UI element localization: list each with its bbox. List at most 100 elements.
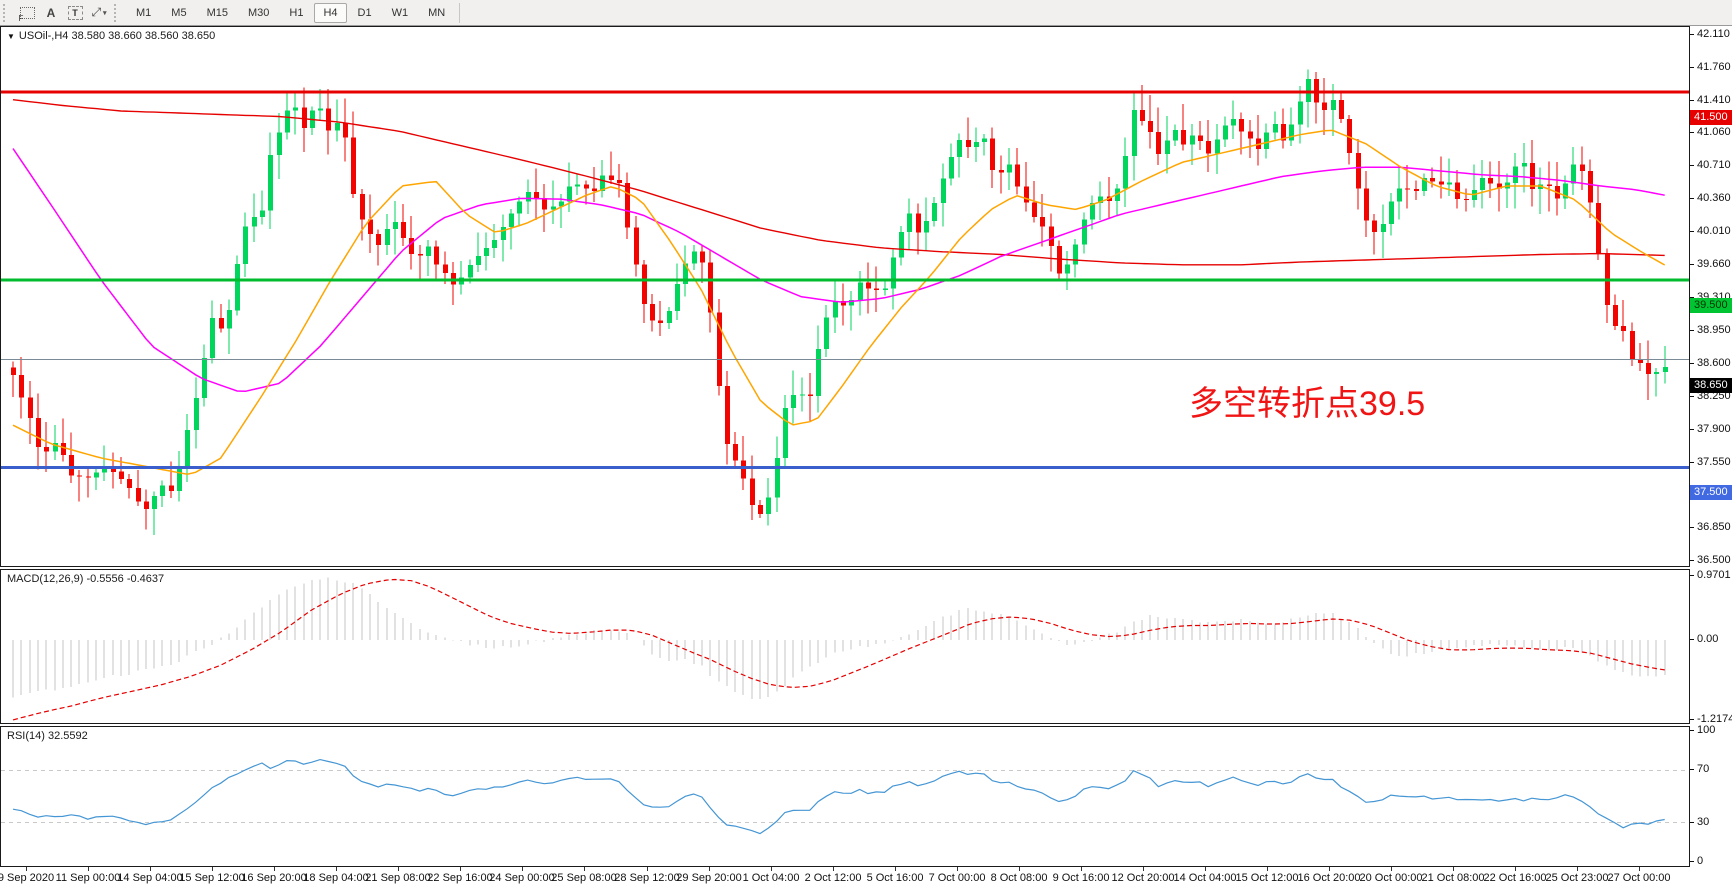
macd-label: MACD(12,26,9) -0.5556 -0.4637 [7, 573, 165, 585]
price-tick-label: 36.850 [1697, 521, 1731, 533]
scale-tick [1690, 330, 1694, 331]
timeframe-button-d1[interactable]: D1 [357, 6, 372, 19]
time-label: 8 Oct 08:00 [990, 872, 1048, 884]
main-chart-canvas[interactable]: 多空转折点39.5 [1, 27, 1689, 566]
time-label: 9 Sep 2020 [0, 872, 55, 884]
time-label: 25 Sep 08:00 [551, 872, 617, 884]
price-tick-label: 40.010 [1697, 225, 1731, 237]
arrows-objects-icon[interactable]: ⤢ ▾ [91, 5, 107, 19]
scale-tick [1690, 363, 1694, 364]
macd-panel[interactable]: MACD(12,26,9) -0.5556 -0.4637 [0, 569, 1690, 724]
scale-tick [1690, 264, 1694, 265]
scale-tick [1690, 575, 1694, 576]
time-label: 25 Oct 23:00 [1545, 872, 1609, 884]
timeframe-button-h1[interactable]: H1 [289, 6, 304, 19]
time-tick [1577, 867, 1578, 871]
scale-tick [1690, 297, 1694, 298]
time-label: 16 Sep 20:00 [241, 872, 307, 884]
rsi-canvas[interactable] [1, 727, 1689, 866]
time-label: 15 Oct 12:00 [1235, 872, 1299, 884]
price-tick-label: 42.110 [1697, 28, 1730, 40]
timeframe-group: M1 M5 M15 M30 H1 H4 D1 W1 MN [126, 2, 455, 23]
rsi-label: RSI(14) 32.5592 [7, 730, 88, 742]
timeframe-button-m30[interactable]: M30 [247, 6, 270, 19]
time-axis[interactable]: 9 Sep 2020 11 Sep 00:00 14 Sep 04:00 15 Sep… [0, 867, 1690, 889]
rsi-tick-label: 100 [1697, 724, 1716, 736]
scale-tick [1690, 429, 1694, 430]
macd-tick-label: 0.9701 [1697, 569, 1731, 581]
time-label: 15 Sep 12:00 [179, 872, 245, 884]
rsi-panel[interactable]: RSI(14) 32.5592 [0, 726, 1690, 867]
scale-tick [1690, 100, 1694, 101]
time-label: 20 Oct 00:00 [1359, 872, 1423, 884]
toolbar-grip[interactable] [114, 3, 123, 22]
time-tick [647, 867, 648, 871]
time-tick [1267, 867, 1268, 871]
time-label: 27 Oct 00:00 [1607, 872, 1671, 884]
toolbar-grip[interactable] [3, 3, 12, 22]
time-label: 22 Oct 16:00 [1483, 872, 1547, 884]
rsi-tick-label: 30 [1697, 816, 1710, 828]
timeframe-button-m1[interactable]: M1 [136, 6, 152, 19]
time-tick [1205, 867, 1206, 871]
time-label: 28 Sep 12:00 [614, 872, 680, 884]
toolbar: F A T ⤢ ▾ M1 M5 M15 M30 H1 H4 D1 W1 MN [0, 0, 1732, 26]
timeframe-button-m5[interactable]: M5 [171, 6, 187, 19]
timeframe-button-mn[interactable]: MN [428, 6, 446, 19]
annotation-text: 多空转折点39.5 [1189, 385, 1425, 423]
timeframe-button-h4[interactable]: H4 [314, 2, 347, 23]
price-tick-label: 37.550 [1697, 456, 1731, 468]
time-tick [460, 867, 461, 871]
macd-signal-line [12, 578, 1665, 721]
price-tick-label: 38.250 [1697, 390, 1731, 402]
time-tick [1081, 867, 1082, 871]
price-tick-label: 37.900 [1697, 423, 1731, 435]
main-chart-panel[interactable]: ▼ USOil-,H4 38.580 38.660 38.560 38.650 … [0, 26, 1690, 567]
rsi-line [12, 758, 1665, 835]
current-price-line-price-label: 38.650 [1690, 378, 1732, 393]
time-tick [1019, 867, 1020, 871]
time-label: 2 Oct 12:00 [804, 872, 862, 884]
rsi-tick-label: 70 [1697, 763, 1710, 775]
scale-tick [1690, 231, 1694, 232]
timeframe-button-m15[interactable]: M15 [206, 6, 228, 19]
scale-tick [1690, 462, 1694, 463]
macd-tick-label: 0.00 [1697, 633, 1719, 645]
dotted-frame-f-icon[interactable]: F [16, 3, 38, 23]
timeframe-button-w1[interactable]: W1 [391, 6, 409, 19]
scale-tick [1690, 165, 1694, 166]
time-tick [771, 867, 772, 871]
macd-canvas[interactable] [1, 570, 1689, 723]
text-label-icon[interactable]: T [64, 3, 86, 23]
time-label: 21 Oct 08:00 [1421, 872, 1485, 884]
price-tick-label: 40.360 [1697, 192, 1731, 204]
time-label: 12 Oct 20:00 [1111, 872, 1175, 884]
price-tick-label: 38.950 [1697, 324, 1731, 336]
scale-tick [1690, 527, 1694, 528]
time-label: 22 Sep 16:00 [427, 872, 493, 884]
scale-tick [1690, 822, 1694, 823]
ma-medium-magenta [12, 148, 1665, 393]
time-label: 5 Oct 16:00 [866, 872, 924, 884]
price-tick-label: 39.660 [1697, 258, 1731, 270]
scale-tick [1690, 34, 1694, 35]
scale-tick [1690, 132, 1694, 133]
time-label: 24 Sep 00:00 [489, 872, 555, 884]
time-label: 11 Sep 00:00 [55, 872, 121, 884]
ma-fast-orange [12, 129, 1666, 475]
time-tick [336, 867, 337, 871]
price-tick-label: 41.060 [1697, 126, 1731, 138]
time-tick [522, 867, 523, 871]
time-tick [1453, 867, 1454, 871]
time-tick [957, 867, 958, 871]
scale-tick [1690, 560, 1694, 561]
time-tick [26, 867, 27, 871]
letter-a-text-icon[interactable]: A [46, 5, 56, 20]
time-tick [398, 867, 399, 871]
time-tick [584, 867, 585, 871]
symbol-dropdown-icon[interactable]: ▼ [7, 31, 15, 41]
time-tick [88, 867, 89, 871]
price-tick-label: 36.500 [1697, 554, 1731, 566]
price-scale[interactable]: 42.110 41.760 41.410 41.060 40.710 40.360 40.0… [1690, 26, 1732, 889]
